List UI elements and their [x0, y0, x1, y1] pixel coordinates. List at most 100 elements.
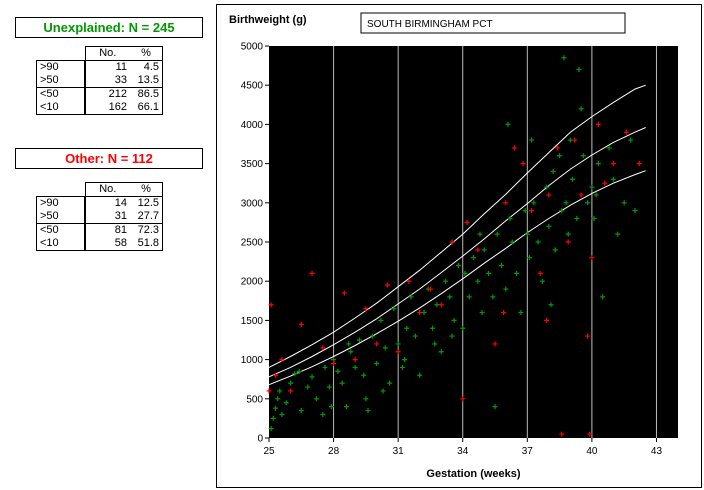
unexplained-point [524, 231, 530, 237]
other-point [623, 129, 629, 135]
unexplained-point [346, 341, 352, 347]
row-label: <50 [36, 87, 85, 101]
other-point [511, 145, 517, 151]
x-tick-label: 43 [651, 446, 663, 457]
other-point [589, 255, 595, 261]
other-point [460, 396, 466, 402]
unexplained-point [402, 357, 408, 363]
row-label: >90 [36, 196, 85, 210]
unexplained-point [348, 349, 354, 355]
unexplained-point [518, 310, 524, 316]
scatter-chart: 0 500 1000 1500 2000 2500 3000 3500 4000 4500 5000… [229, 12, 678, 480]
unexplained-point [447, 294, 453, 300]
table-row: >50 33 13.5 [36, 74, 163, 88]
header-blank [37, 183, 86, 197]
unexplained-point [279, 411, 285, 417]
unexplained-point [395, 341, 401, 347]
header-blank [37, 47, 86, 61]
other-point [266, 388, 272, 394]
unexplained-point [313, 396, 319, 402]
unexplained-point [595, 161, 601, 167]
other-point [309, 270, 315, 276]
unexplained-point [507, 215, 513, 221]
unexplained-point [363, 396, 369, 402]
unexplained-point [268, 426, 274, 432]
row-percent: 13.5 [130, 74, 163, 88]
other-point [501, 310, 507, 316]
unexplained-point [309, 374, 315, 380]
other-point [449, 239, 455, 245]
table-row: <10 58 51.8 [36, 237, 163, 251]
table-row: >90 11 4.5 [36, 60, 163, 74]
unexplained-point [352, 364, 358, 370]
unexplained-point [369, 333, 375, 339]
unexplained-point [621, 200, 627, 206]
other-point [384, 282, 390, 288]
unexplained-point [455, 263, 461, 269]
other-point [554, 145, 560, 151]
other-point [406, 278, 412, 284]
x-tick-label: 37 [522, 446, 534, 457]
unexplained-point [320, 411, 326, 417]
unexplained-point [434, 302, 440, 308]
other-point [352, 357, 358, 363]
row-percent: 51.8 [130, 237, 163, 251]
unexplained-point [585, 200, 591, 206]
unexplained-point [356, 337, 362, 343]
unexplained-point [404, 325, 410, 331]
plot-area [269, 46, 678, 438]
y-tick-label: 1500 [241, 316, 264, 327]
header-no: No. [84, 46, 130, 61]
unexplained-point [576, 67, 582, 73]
row-count: 81 [84, 223, 130, 237]
other-point [464, 219, 470, 225]
row-count: 58 [84, 237, 130, 251]
other-point [610, 161, 616, 167]
unexplained-point [462, 270, 468, 276]
unexplained-point [417, 372, 423, 378]
other-point [341, 290, 347, 296]
unexplained-point [565, 231, 571, 237]
unexplained-point [574, 215, 580, 221]
header-pct: % [130, 182, 163, 197]
chart-frame: 0 500 1000 1500 2000 2500 3000 3500 4000 4500 5000… [216, 4, 702, 488]
other-point [602, 180, 608, 186]
row-label: <10 [36, 237, 85, 251]
chart-title-box [360, 12, 626, 34]
centile-curve [268, 170, 646, 386]
unexplained-point [399, 364, 405, 370]
centile-curve [268, 127, 646, 378]
unexplained-point [481, 247, 487, 253]
x-tick-label: 31 [393, 446, 405, 457]
unexplained-point [451, 317, 457, 323]
unexplained-point [591, 215, 597, 221]
row-count: 212 [84, 87, 130, 101]
unexplained-point [548, 302, 554, 308]
row-count: 14 [84, 196, 130, 210]
x-axis-title: Gestation (weeks) [426, 468, 520, 480]
row-percent: 27.7 [130, 210, 163, 224]
unexplained-point [443, 278, 449, 284]
other-point [427, 286, 433, 292]
unexplained-point [479, 310, 485, 316]
unexplained-point [563, 200, 569, 206]
other-point [546, 192, 552, 198]
unexplained-point [374, 361, 380, 367]
unexplained-point [615, 231, 621, 237]
unexplained-point [430, 325, 436, 331]
row-count: 33 [84, 74, 130, 88]
unexplained-point [550, 168, 556, 174]
row-percent: 86.5 [130, 87, 163, 101]
unexplained-point [490, 294, 496, 300]
other-point [331, 361, 337, 367]
other-point [572, 137, 578, 143]
unexplained-point [498, 263, 504, 269]
unexplained-point [578, 106, 584, 112]
unexplained-point [552, 247, 558, 253]
row-percent: 66.1 [130, 101, 163, 115]
other-point [288, 388, 294, 394]
unexplained-point [557, 153, 563, 159]
unexplained-point [365, 408, 371, 414]
unexplained-point [580, 153, 586, 159]
other-point [503, 200, 509, 206]
